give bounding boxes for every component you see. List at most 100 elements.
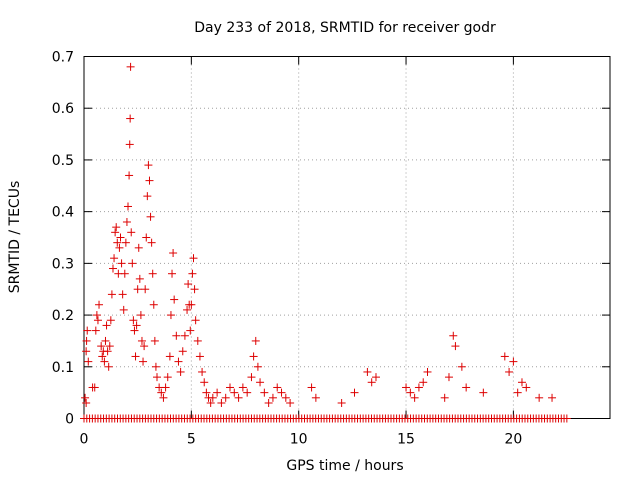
data-point: [148, 269, 157, 278]
data-point: [505, 367, 514, 376]
data-point: [150, 336, 159, 345]
data-point: [202, 388, 211, 397]
data-point: [108, 264, 117, 273]
data-point: [102, 321, 111, 330]
data-point: [444, 373, 453, 382]
data-point: [200, 378, 209, 387]
data-point: [238, 383, 247, 392]
data-point: [117, 259, 126, 268]
x-tick-label: 0: [80, 432, 89, 448]
data-point: [131, 352, 140, 361]
data-point: [101, 336, 110, 345]
data-point: [186, 326, 195, 335]
data-point: [273, 383, 282, 392]
data-point: [152, 373, 161, 382]
y-axis-label: SRMTID / TECUs: [7, 181, 23, 294]
data-point: [104, 362, 113, 371]
data-point: [337, 398, 346, 407]
data-point: [146, 212, 155, 221]
data-point: [143, 192, 152, 201]
data-point: [169, 249, 178, 258]
data-point: [406, 388, 415, 397]
data-point: [221, 393, 230, 402]
data-point: [119, 305, 128, 314]
data-point: [84, 357, 93, 366]
data-point: [247, 373, 256, 382]
data-point: [307, 383, 316, 392]
data-point: [120, 269, 129, 278]
data-point: [367, 378, 376, 387]
data-point: [151, 362, 160, 371]
data-point: [133, 285, 142, 294]
data-point: [217, 398, 226, 407]
data-point: [166, 311, 175, 320]
data-point: [118, 290, 127, 299]
data-points: [80, 62, 571, 423]
data-point: [208, 393, 217, 402]
data-point: [286, 398, 295, 407]
data-point: [174, 357, 183, 366]
data-point: [97, 342, 106, 351]
data-point: [423, 367, 432, 376]
data-point: [112, 223, 121, 232]
data-point: [253, 362, 262, 371]
data-point: [107, 290, 116, 299]
data-point: [157, 388, 166, 397]
plot-frame: [83, 56, 611, 419]
data-point: [91, 326, 100, 335]
data-point: [125, 171, 134, 180]
data-point: [95, 300, 104, 309]
data-point: [129, 316, 138, 325]
data-point: [82, 398, 91, 407]
data-point: [134, 243, 143, 252]
data-point: [176, 367, 185, 376]
y-tick-label: 0.5: [52, 153, 74, 169]
y-tick-label: 0.1: [52, 360, 74, 376]
y-tick-label: 0.7: [52, 50, 74, 66]
data-point: [243, 388, 252, 397]
data-point: [122, 217, 131, 226]
data-point: [256, 378, 265, 387]
x-axis-label: GPS time / hours: [286, 458, 403, 474]
gridlines: [84, 56, 610, 419]
data-point: [449, 331, 458, 340]
data-point: [281, 393, 290, 402]
data-point: [184, 280, 193, 289]
data-point: [126, 114, 135, 123]
data-point: [260, 388, 269, 397]
data-point: [249, 352, 258, 361]
data-point: [230, 388, 239, 397]
data-point: [98, 352, 107, 361]
data-point: [195, 352, 204, 361]
data-point: [206, 398, 215, 407]
y-tick-label: 0.4: [52, 205, 74, 221]
data-point: [183, 305, 192, 314]
y-axis-ticks: 0 0.1 0.2 0.3 0.4 0.5 0.6 0.7: [52, 50, 610, 428]
data-point: [145, 176, 154, 185]
data-point: [82, 336, 91, 345]
data-point: [513, 388, 522, 397]
data-point: [100, 357, 109, 366]
data-point: [93, 316, 102, 325]
data-point: [92, 311, 101, 320]
data-point: [139, 357, 148, 366]
data-point: [277, 388, 286, 397]
data-point: [81, 393, 90, 402]
data-point: [106, 316, 115, 325]
data-point: [149, 300, 158, 309]
y-tick-label: 0.2: [52, 308, 74, 324]
data-point: [363, 367, 372, 376]
data-point: [188, 269, 197, 278]
data-point: [116, 233, 125, 242]
data-point: [414, 383, 423, 392]
data-point: [163, 373, 172, 382]
data-point: [115, 243, 124, 252]
data-point: [548, 393, 557, 402]
data-point: [440, 393, 449, 402]
data-point: [402, 383, 411, 392]
data-point: [135, 274, 144, 283]
data-point: [132, 321, 141, 330]
data-point: [517, 378, 526, 387]
x-tick-label: 20: [504, 432, 522, 448]
data-point: [225, 383, 234, 392]
